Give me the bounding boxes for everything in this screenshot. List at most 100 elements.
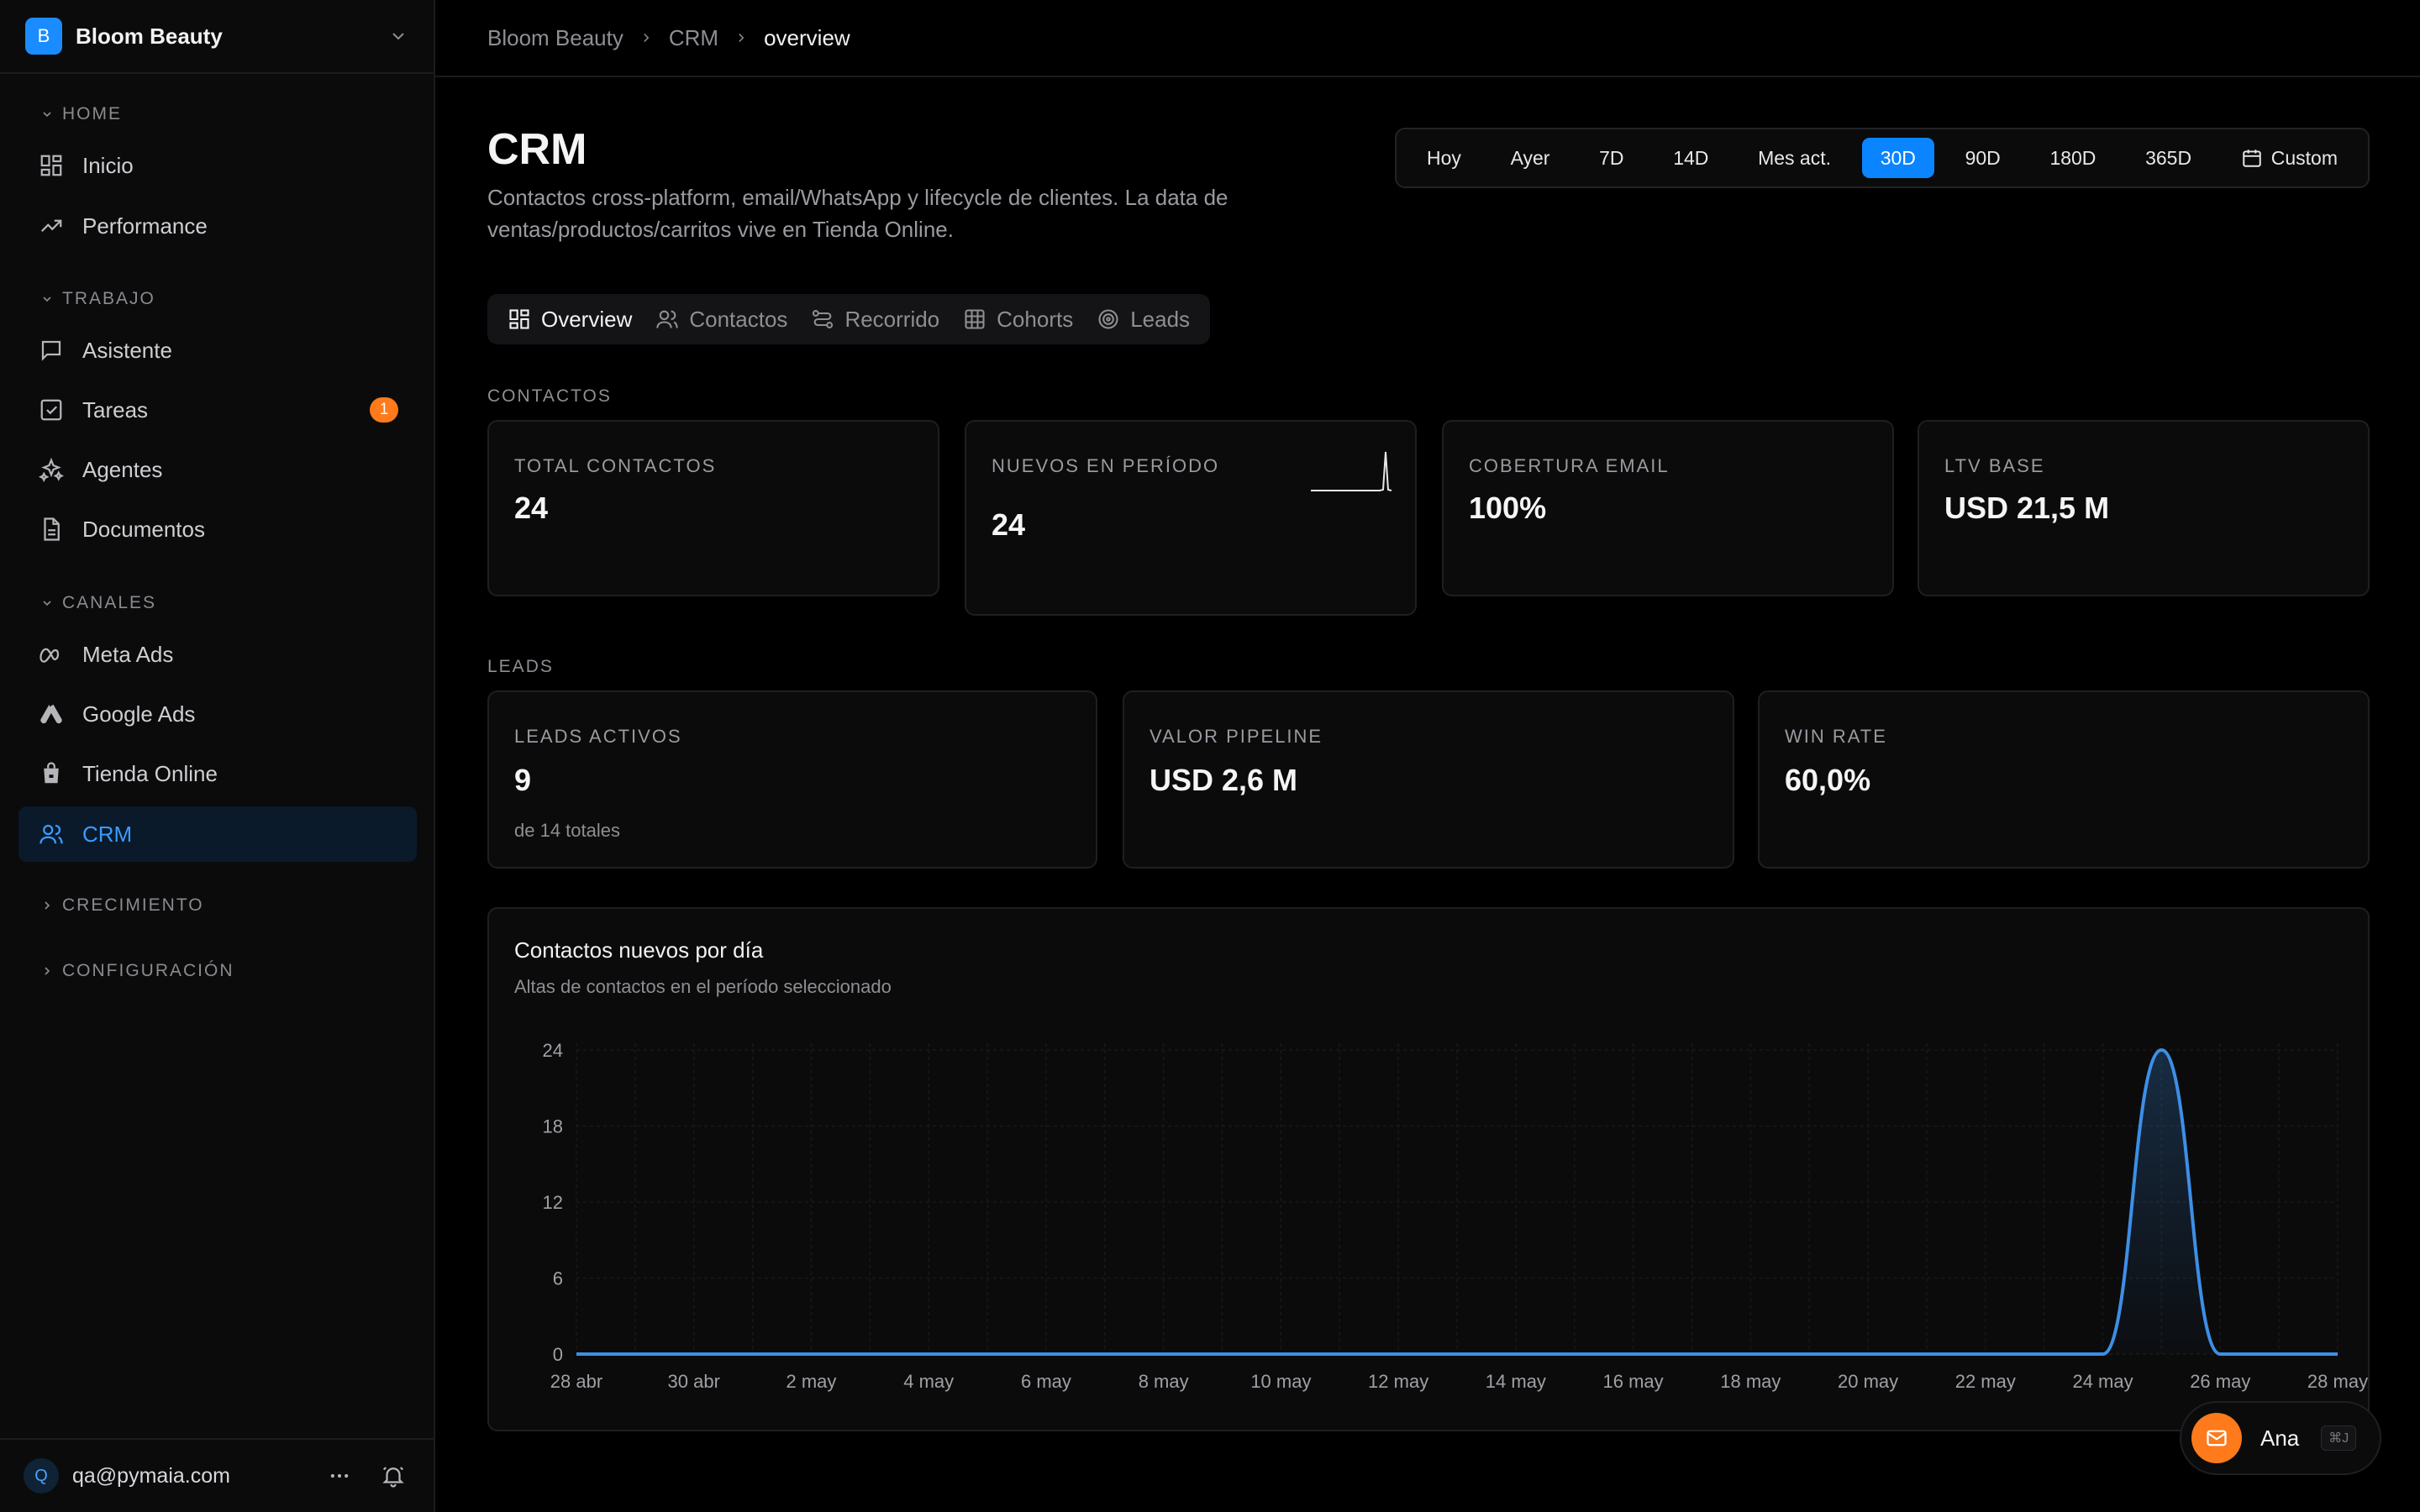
workspace-logo: B — [25, 18, 62, 55]
date-range-selector: Hoy Ayer 7D 14D Mes act. 30D 90D 180D 36… — [1395, 128, 2370, 188]
tab-cohorts[interactable]: Cohorts — [951, 299, 1085, 339]
x-tick-label: 18 may — [1720, 1371, 1781, 1392]
range-7d[interactable]: 7D — [1599, 146, 1624, 169]
x-tick-label: 8 may — [1139, 1371, 1189, 1392]
users-icon — [39, 824, 63, 844]
route-icon — [813, 310, 834, 328]
kpi-value: 9 — [514, 763, 532, 797]
tasks-count-badge: 1 — [370, 397, 398, 423]
range-90d[interactable]: 90D — [1965, 146, 2001, 169]
kpi-label: LEADS ACTIVOS — [514, 726, 682, 747]
kpi-value: USD 21,5 M — [1944, 491, 2110, 525]
tab-leads[interactable]: Leads — [1085, 299, 1202, 339]
y-tick-label: 0 — [553, 1344, 563, 1365]
shopping-bag-icon — [44, 762, 59, 784]
y-tick-label: 24 — [543, 1040, 563, 1061]
kpi-subtext: de 14 totales — [514, 820, 620, 841]
workspace-switcher[interactable]: B Bloom Beauty — [0, 0, 434, 74]
kpi-value: 60,0% — [1785, 763, 1871, 797]
x-tick-label: 16 may — [1603, 1371, 1664, 1392]
sidebar-item-performance[interactable]: Performance — [18, 198, 417, 254]
grid-icon — [509, 309, 529, 329]
calendar-icon — [2243, 150, 2261, 167]
sidebar-item-crm[interactable]: CRM — [18, 806, 417, 862]
sidebar-item-label: Meta Ads — [82, 641, 174, 667]
range-hoy[interactable]: Hoy — [1427, 146, 1461, 169]
sidebar-item-agentes[interactable]: Agentes — [18, 442, 417, 497]
tab-label: Recorrido — [844, 306, 940, 332]
section-label: CONFIGURACIÓN — [62, 961, 234, 980]
section-trabajo[interactable]: TRABAJO — [40, 289, 155, 309]
kpi-value: 24 — [514, 491, 549, 525]
sidebar-item-google-ads[interactable]: Google Ads — [18, 686, 417, 742]
range-mes-actual[interactable]: Mes act. — [1758, 146, 1832, 169]
tab-label: Cohorts — [997, 306, 1074, 332]
x-tick-label: 30 abr — [668, 1371, 720, 1392]
breadcrumb-item[interactable]: CRM — [668, 24, 719, 50]
document-icon — [44, 517, 60, 541]
section-label: TRABAJO — [62, 289, 155, 308]
range-custom[interactable]: Custom — [2223, 138, 2356, 178]
breadcrumb-item[interactable]: Bloom Beauty — [487, 24, 623, 50]
range-ayer[interactable]: Ayer — [1510, 146, 1550, 169]
kpi-card-cobertura-email: COBERTURA EMAIL 100% — [1442, 420, 1894, 596]
sidebar-item-label: CRM — [82, 821, 133, 847]
kpi-label: COBERTURA EMAIL — [1469, 455, 1670, 476]
kpi-card-nuevos-periodo: NUEVOS EN PERÍODO 24 — [965, 420, 1417, 616]
sidebar-item-label: Asistente — [82, 337, 172, 363]
kpi-card-total-contactos: TOTAL CONTACTOS 24 — [487, 420, 939, 596]
section-label: HOME — [62, 104, 122, 123]
chevron-down-icon — [43, 601, 51, 606]
sidebar-item-asistente[interactable]: Asistente — [18, 323, 417, 378]
bell-icon — [382, 1467, 404, 1488]
y-tick-label: 18 — [543, 1116, 563, 1137]
avatar: Q — [24, 1458, 59, 1494]
kpi-label: WIN RATE — [1785, 726, 1887, 747]
range-365d[interactable]: 365D — [2145, 146, 2192, 169]
range-180d[interactable]: 180D — [2049, 146, 2096, 169]
sidebar-item-label: Google Ads — [82, 701, 196, 727]
assistant-launcher[interactable]: Ana ⌘J — [2180, 1401, 2381, 1475]
assistant-name: Ana — [2260, 1425, 2300, 1451]
range-30d[interactable]: 30D — [1861, 138, 1934, 178]
x-tick-label: 20 may — [1838, 1371, 1898, 1392]
tab-overview[interactable]: Overview — [496, 299, 644, 339]
sidebar-item-tareas[interactable]: Tareas 1 — [18, 382, 417, 438]
kpi-card-valor-pipeline: VALOR PIPELINE USD 2,6 M — [1123, 690, 1734, 869]
mail-icon — [2191, 1413, 2242, 1463]
sidebar-item-inicio[interactable]: Inicio — [18, 138, 417, 193]
chart-card-contactos-nuevos: Contactos nuevos por día Altas de contac… — [487, 907, 2370, 1431]
sidebar-item-documentos[interactable]: Documentos — [18, 501, 417, 557]
kpi-label: TOTAL CONTACTOS — [514, 455, 717, 476]
notifications-button[interactable] — [376, 1459, 410, 1493]
workspace-name: Bloom Beauty — [76, 23, 223, 49]
google-ads-icon — [40, 704, 62, 724]
section-configuracion[interactable]: CONFIGURACIÓN — [40, 961, 234, 981]
kpi-card-leads-activos: LEADS ACTIVOS 9 de 14 totales — [487, 690, 1097, 869]
range-custom-label: Custom — [2270, 146, 2338, 169]
x-tick-label: 12 may — [1368, 1371, 1428, 1392]
series-area — [576, 1050, 2338, 1354]
sidebar-item-tienda-online[interactable]: Tienda Online — [18, 746, 417, 801]
chat-icon — [41, 340, 61, 361]
range-14d[interactable]: 14D — [1673, 146, 1709, 169]
more-options-button[interactable] — [323, 1459, 356, 1493]
kpi-label: NUEVOS EN PERÍODO — [992, 455, 1220, 476]
x-tick-label: 28 abr — [550, 1371, 602, 1392]
user-menu[interactable]: Q qa@pymaia.com — [0, 1438, 434, 1512]
sidebar: B Bloom Beauty HOME Inicio Performance T… — [0, 0, 435, 1512]
meta-icon — [39, 648, 60, 663]
section-canales[interactable]: CANALES — [40, 593, 156, 613]
sidebar-item-meta-ads[interactable]: Meta Ads — [18, 627, 417, 682]
tab-recorrido[interactable]: Recorrido — [799, 299, 951, 339]
sidebar-item-label: Inicio — [82, 152, 134, 178]
chevron-down-icon — [43, 297, 51, 302]
x-tick-label: 6 may — [1021, 1371, 1071, 1392]
section-home[interactable]: HOME — [40, 104, 122, 124]
tab-contactos[interactable]: Contactos — [644, 299, 799, 339]
page-description: Contactos cross-platform, email/WhatsApp… — [487, 185, 1228, 242]
x-tick-label: 22 may — [1955, 1371, 2016, 1392]
section-crecimiento[interactable]: CRECIMIENTO — [40, 895, 204, 916]
tab-bar: Overview Contactos Recorrido Cohorts Lea… — [487, 294, 1211, 344]
y-tick-label: 12 — [543, 1192, 563, 1213]
